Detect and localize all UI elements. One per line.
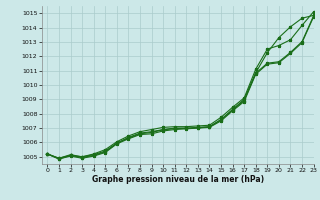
- X-axis label: Graphe pression niveau de la mer (hPa): Graphe pression niveau de la mer (hPa): [92, 175, 264, 184]
